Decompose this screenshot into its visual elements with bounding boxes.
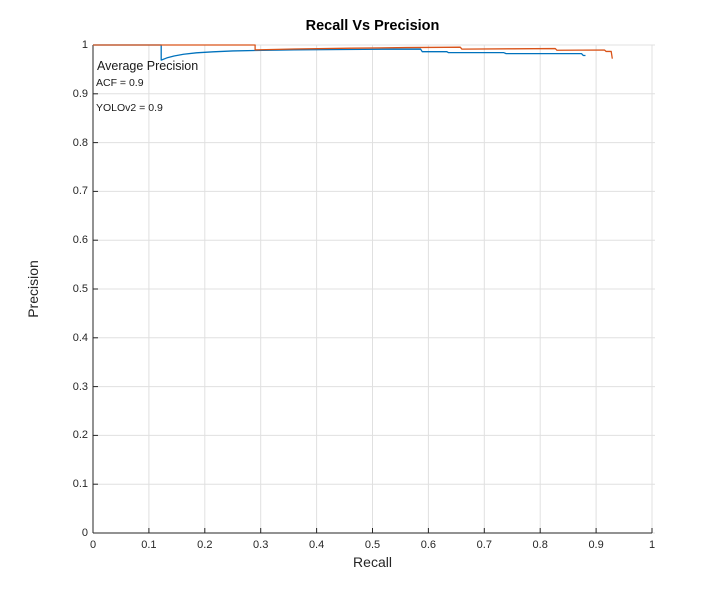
annotation-average-precision: Average Precision <box>97 59 199 73</box>
x-tick-label: 0.6 <box>420 539 437 551</box>
x-axis-label: Recall <box>353 554 392 570</box>
y-tick-label: 0.7 <box>72 185 88 198</box>
y-tick-label: 0.4 <box>72 331 88 344</box>
x-tick-label: 0.4 <box>308 539 325 551</box>
x-tick-label: 0.5 <box>364 539 381 551</box>
y-tick-label: 0 <box>81 527 88 539</box>
chart-title: Recall Vs Precision <box>305 18 440 34</box>
x-tick-label: 0.9 <box>588 539 604 551</box>
y-axis-label: Precision <box>25 260 41 318</box>
y-tick-label: 0.3 <box>72 380 88 393</box>
y-tick-label: 0.9 <box>72 87 88 100</box>
annotation-acf-value: ACF = 0.9 <box>96 77 144 89</box>
x-tick-label: 0 <box>89 539 97 551</box>
x-tick-label: 0.2 <box>197 539 213 551</box>
y-tick-label: 0.6 <box>72 234 88 247</box>
annotation-yolov2-value: YOLOv2 = 0.9 <box>96 102 163 114</box>
y-tick-label: 0.5 <box>72 283 88 295</box>
acf-curve <box>93 44 586 61</box>
x-tick-label: 0.8 <box>532 539 548 551</box>
x-tick-label: 0.7 <box>476 539 492 551</box>
x-tick-label: 0.1 <box>141 539 157 551</box>
y-tick-label: 0.8 <box>72 136 88 149</box>
y-tick-label: 0.1 <box>72 478 88 491</box>
yolov2-curve <box>93 44 613 59</box>
x-tick-label: 1 <box>648 539 656 551</box>
x-tick-label: 0.3 <box>253 539 269 551</box>
y-tick-label: 1 <box>81 39 88 51</box>
y-tick-label: 0.2 <box>72 429 88 442</box>
